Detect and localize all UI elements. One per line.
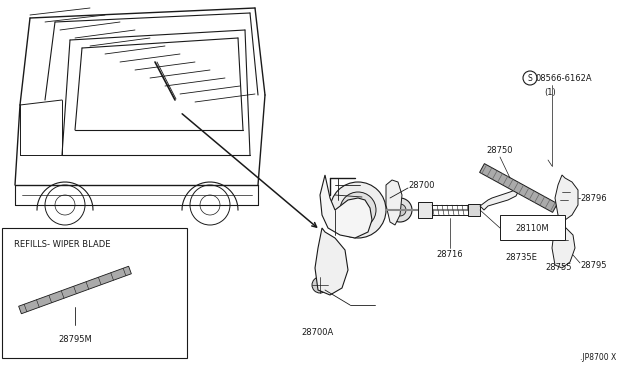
Text: 28716: 28716 xyxy=(436,250,463,259)
Polygon shape xyxy=(418,202,432,218)
Circle shape xyxy=(394,204,406,216)
Text: 28795: 28795 xyxy=(580,260,607,269)
Text: 28700: 28700 xyxy=(408,180,435,189)
Polygon shape xyxy=(480,188,520,210)
Text: 28796: 28796 xyxy=(580,193,607,202)
Circle shape xyxy=(330,182,386,238)
Text: 08566-6162A: 08566-6162A xyxy=(535,74,591,83)
Text: 28110M: 28110M xyxy=(515,224,549,232)
Circle shape xyxy=(350,202,366,218)
Text: .JP8700 X: .JP8700 X xyxy=(580,353,616,362)
Polygon shape xyxy=(320,175,372,238)
Polygon shape xyxy=(386,180,402,225)
Circle shape xyxy=(340,192,376,228)
Text: 28755: 28755 xyxy=(545,263,572,273)
Text: 28700A: 28700A xyxy=(302,328,334,337)
Bar xyxy=(2,228,187,358)
Circle shape xyxy=(388,198,412,222)
Bar xyxy=(500,215,565,240)
Text: (1): (1) xyxy=(544,87,556,96)
Circle shape xyxy=(420,205,430,215)
Text: REFILLS- WIPER BLADE: REFILLS- WIPER BLADE xyxy=(14,240,111,249)
Text: 28735E: 28735E xyxy=(505,253,537,263)
Circle shape xyxy=(469,205,479,215)
Polygon shape xyxy=(552,222,575,268)
Circle shape xyxy=(561,188,569,196)
Polygon shape xyxy=(555,175,578,220)
Polygon shape xyxy=(19,266,131,314)
Polygon shape xyxy=(468,204,480,216)
Text: 28750: 28750 xyxy=(487,146,513,155)
Polygon shape xyxy=(315,228,348,295)
Circle shape xyxy=(312,277,328,293)
Polygon shape xyxy=(479,164,557,212)
Text: 28795M: 28795M xyxy=(58,335,92,344)
Text: S: S xyxy=(527,74,532,83)
